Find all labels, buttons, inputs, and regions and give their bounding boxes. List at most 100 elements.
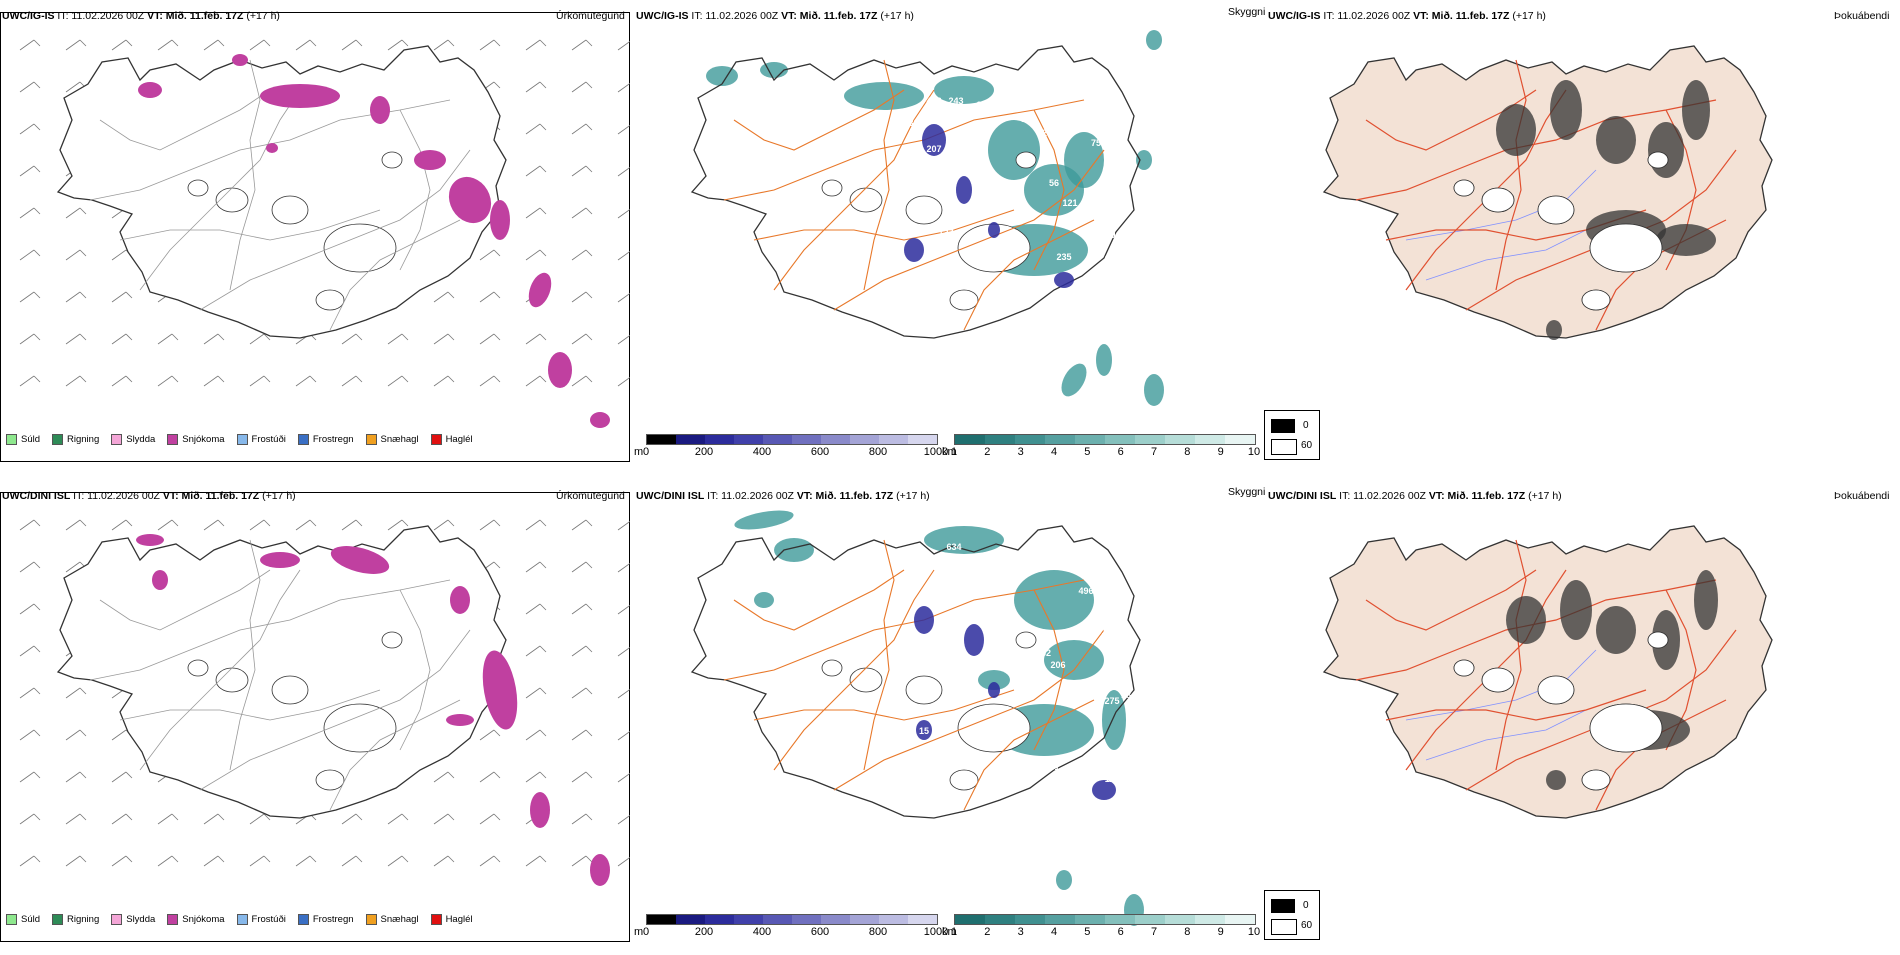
- cloud-base-label: 280: [1112, 238, 1127, 248]
- low-stratus-area: [1096, 344, 1112, 376]
- wind-barb: [479, 771, 501, 783]
- road-line: [1385, 689, 1647, 721]
- colorbar-unit: km: [942, 926, 957, 938]
- wind-barb: [617, 688, 630, 699]
- colorbar-cells: [954, 434, 1256, 445]
- low-stratus-area: [844, 82, 924, 110]
- wind-barb: [571, 39, 593, 51]
- glacier-outline: [1581, 769, 1611, 791]
- legend-swatch: [167, 914, 179, 925]
- init-time: IT: 11.02.2026 00Z: [691, 10, 779, 22]
- snow-area: [266, 143, 278, 153]
- low-stratus-area: [1136, 150, 1152, 170]
- snow-area: [528, 272, 552, 308]
- fog-legend-white: [1271, 439, 1297, 455]
- low-stratus-area: [1146, 30, 1162, 50]
- wind-barb: [111, 855, 133, 867]
- precip-legend-item: Slydda: [111, 914, 155, 925]
- colorbar-cell: [1015, 435, 1045, 444]
- fog-area: [1546, 320, 1562, 340]
- legend-label: Snjókoma: [182, 914, 225, 925]
- wind-barb: [617, 292, 630, 303]
- wind-barb: [617, 604, 630, 615]
- fog-area: [1550, 80, 1582, 140]
- fog-area: [1560, 580, 1592, 640]
- snow-area: [482, 650, 518, 730]
- cloud-base-label: 62: [1041, 648, 1051, 658]
- wind-barb: [157, 375, 179, 387]
- colorbar-cell: [676, 915, 705, 924]
- wind-barb: [617, 376, 630, 387]
- colorbar-cell: [792, 915, 821, 924]
- wind-barb: [65, 291, 87, 303]
- wind-barb: [249, 519, 271, 531]
- colorbar-cell: [955, 915, 985, 924]
- wind-barb: [571, 291, 593, 303]
- road-line: [399, 589, 431, 751]
- wind-barb: [295, 39, 317, 51]
- road-line: [399, 109, 431, 271]
- valid-time: VT: Mið. 11.feb. 17Z: [147, 10, 244, 22]
- model-name: UWC/IG-IS: [2, 10, 55, 22]
- legend-label: Snæhagl: [380, 914, 419, 925]
- precip-map-frame: [0, 12, 630, 462]
- wind-barb: [571, 645, 593, 657]
- legend-swatch: [6, 914, 17, 925]
- colorbar-cell: [1105, 915, 1135, 924]
- glacier-outline: [1015, 151, 1037, 169]
- fog-label: Þokuábendi: [1834, 490, 1890, 502]
- precip-legend: Súld Rigning Slydda Snjókoma Frostúði Frostre…: [6, 914, 473, 925]
- wind-barb: [249, 375, 271, 387]
- road-line: [833, 629, 1105, 791]
- snow-area: [448, 176, 492, 224]
- legend-label: Haglél: [445, 434, 473, 445]
- road-line: [199, 149, 471, 311]
- wind-barb: [617, 814, 630, 825]
- wind-barb: [479, 39, 501, 51]
- cloud-base-area: [1092, 780, 1116, 800]
- precip-title: UWC/IG-IS IT: 11.02.2026 00Z VT: Mið. 11…: [2, 10, 280, 22]
- snow-area: [232, 54, 248, 66]
- snow-area: [590, 854, 610, 886]
- precip-legend-item: Snjókoma: [167, 914, 225, 925]
- road-line: [229, 539, 261, 771]
- iceland-coastline: [690, 45, 1141, 339]
- precip-legend-item: Súld: [6, 434, 40, 445]
- vis-label: Skyggni: [1228, 6, 1266, 18]
- road-line: [963, 699, 1095, 811]
- precip-legend: Súld Rigning Slydda Snjókoma Frostúði Frostre…: [6, 434, 473, 445]
- valid-time: VT: Mið. 11.feb. 17Z: [1413, 10, 1510, 22]
- colorbar-tick: 2: [984, 446, 991, 458]
- colorbar-tick: 1: [950, 926, 958, 938]
- cloud-base-label: 56: [1049, 178, 1059, 188]
- low-stratus-area: [978, 670, 1010, 690]
- legend-swatch: [297, 434, 309, 445]
- snow-area: [548, 352, 572, 388]
- cloud-base-label: 634: [946, 542, 961, 552]
- wind-barb: [249, 813, 271, 825]
- colorbar-tick: 4: [1050, 926, 1058, 938]
- wind-barb: [571, 333, 593, 345]
- cloud-base-label: 36: [1113, 672, 1123, 682]
- road-line: [723, 99, 1085, 201]
- wind-barb: [111, 519, 133, 531]
- wind-barb: [65, 249, 87, 261]
- glacier-outline: [1581, 289, 1611, 311]
- road-line: [1495, 539, 1527, 771]
- wind-barb: [387, 333, 409, 345]
- wind-barb: [617, 646, 630, 657]
- wind-barb: [387, 519, 409, 531]
- wind-barb: [479, 333, 501, 345]
- fog-legend-black: [1271, 419, 1295, 433]
- cloud-base-label: 207: [926, 144, 941, 154]
- glacier-outline: [215, 187, 249, 213]
- wind-barb: [525, 375, 547, 387]
- wind-barb: [433, 291, 455, 303]
- fog-area: [1496, 104, 1536, 156]
- colorbar-unit: km: [942, 446, 957, 458]
- cloud-base-label: 119: [1105, 774, 1120, 784]
- colorbar-cell: [821, 435, 850, 444]
- wind-barb: [111, 375, 133, 387]
- wind-barb: [617, 334, 630, 345]
- fog-area: [1694, 570, 1718, 630]
